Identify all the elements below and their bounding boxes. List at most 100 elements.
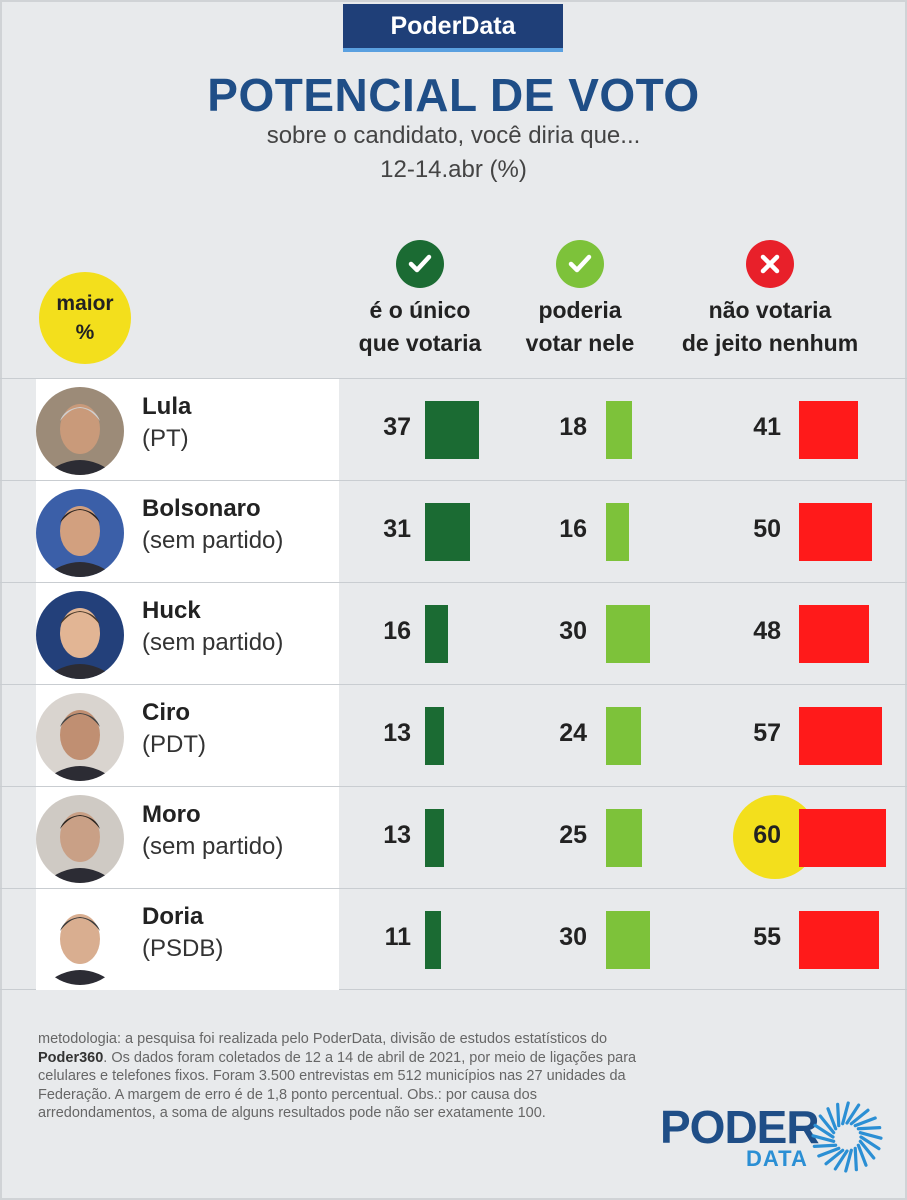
logo-ray bbox=[836, 1102, 841, 1128]
poderdata-logo: PODER DATA bbox=[660, 1100, 890, 1180]
logo-ray bbox=[858, 1139, 876, 1160]
logo-ray bbox=[849, 1108, 870, 1126]
column-header-label: votar nele bbox=[525, 330, 635, 357]
logo-ray bbox=[812, 1143, 838, 1148]
data-label: 37 bbox=[383, 413, 411, 441]
candidate-cell: Lula (PT) bbox=[36, 379, 339, 480]
bar bbox=[606, 401, 632, 459]
bar bbox=[425, 809, 444, 867]
data-label: 55 bbox=[753, 923, 781, 951]
bar bbox=[799, 401, 858, 459]
data-label: 41 bbox=[753, 413, 781, 441]
candidate-photo bbox=[36, 591, 124, 679]
data-label: 30 bbox=[559, 923, 587, 951]
bar bbox=[799, 707, 882, 765]
bar bbox=[606, 605, 650, 663]
bar bbox=[799, 911, 879, 969]
logo-ray bbox=[853, 1146, 858, 1172]
logo-ray bbox=[817, 1146, 841, 1158]
candidate-row: Huck (sem partido) 16 30 48 bbox=[0, 582, 907, 684]
logo-ray bbox=[859, 1135, 881, 1151]
maior-badge: maior % bbox=[39, 272, 131, 364]
candidate-party: (PDT) bbox=[142, 731, 206, 758]
data-label: 18 bbox=[559, 413, 587, 441]
column-header-label: é o único bbox=[369, 297, 471, 323]
bar bbox=[606, 911, 650, 969]
maior-badge-line1: maior bbox=[56, 291, 114, 315]
data-label: 24 bbox=[559, 719, 587, 747]
data-label: 11 bbox=[384, 923, 411, 951]
bar bbox=[425, 503, 470, 561]
footnote-text: . Os dados foram coletados de 12 a 14 de… bbox=[38, 1049, 637, 1122]
bar bbox=[425, 605, 448, 663]
bar bbox=[606, 503, 629, 561]
column-header-label: que votaria bbox=[358, 330, 482, 357]
methodology-footnote: metodologia: a pesquisa foi realizada pe… bbox=[38, 1030, 638, 1123]
chart-rows: Lula (PT) 37 18 41 Bolsonaro (sem partido) 31 16… bbox=[0, 378, 907, 990]
logo-ray bbox=[841, 1101, 850, 1126]
bar bbox=[425, 911, 441, 969]
candidate-row: Lula (PT) 37 18 41 bbox=[0, 378, 907, 480]
logo-ray bbox=[833, 1149, 849, 1171]
logo-ray bbox=[818, 1114, 836, 1135]
candidate-party: (sem partido) bbox=[142, 833, 284, 860]
column-header-label: poderia bbox=[538, 297, 622, 323]
data-label: 16 bbox=[383, 617, 411, 645]
bar bbox=[799, 809, 886, 867]
data-label: 13 bbox=[383, 821, 411, 849]
candidate-row: Bolsonaro (sem partido) 31 16 50 bbox=[0, 480, 907, 582]
data-label: 13 bbox=[383, 719, 411, 747]
candidate-party: (sem partido) bbox=[142, 527, 284, 554]
logo-ray bbox=[824, 1148, 845, 1166]
candidate-name: Ciro bbox=[142, 699, 190, 726]
x-icon bbox=[746, 240, 794, 288]
bar bbox=[606, 707, 641, 765]
candidate-party: (PSDB) bbox=[142, 935, 224, 962]
logo-ray bbox=[856, 1126, 882, 1131]
data-label: 30 bbox=[559, 617, 587, 645]
data-label: 60 bbox=[753, 821, 781, 849]
candidate-cell: Doria (PSDB) bbox=[36, 889, 339, 990]
candidate-cell: Bolsonaro (sem partido) bbox=[36, 481, 339, 582]
candidate-row: Moro (sem partido) 13 25 60 bbox=[0, 786, 907, 888]
logo-sub: DATA bbox=[746, 1146, 808, 1171]
bar bbox=[425, 707, 444, 765]
logo-ray bbox=[844, 1148, 853, 1173]
candidate-cell: Ciro (PDT) bbox=[36, 685, 339, 786]
logo-ray bbox=[858, 1131, 883, 1140]
candidate-photo bbox=[36, 897, 124, 985]
column-header-label: de jeito nenhum bbox=[681, 330, 859, 357]
chart-period: 12-14.abr (%) bbox=[380, 156, 527, 183]
candidate-name: Doria bbox=[142, 903, 204, 930]
candidate-row: Doria (PSDB) 11 30 55 bbox=[0, 888, 907, 990]
logo-ray bbox=[845, 1103, 861, 1125]
column-header-could-vote: poderia votar nele bbox=[490, 240, 670, 361]
chart-title: POTENCIAL DE VOTO bbox=[207, 69, 700, 121]
check-icon bbox=[556, 240, 604, 288]
logo-ray bbox=[856, 1143, 868, 1167]
logo-ray bbox=[826, 1107, 838, 1131]
candidate-party: (sem partido) bbox=[142, 629, 284, 656]
check-icon bbox=[396, 240, 444, 288]
candidate-cell: Huck (sem partido) bbox=[36, 583, 339, 684]
bar bbox=[799, 503, 872, 561]
candidate-name: Bolsonaro bbox=[142, 495, 261, 522]
candidate-photo bbox=[36, 795, 124, 883]
logo-ray bbox=[811, 1134, 836, 1143]
candidate-photo bbox=[36, 693, 124, 781]
bar bbox=[425, 401, 479, 459]
footnote-bold: Poder360 bbox=[38, 1049, 104, 1066]
footnote-text: metodologia: a pesquisa foi realizada pe… bbox=[38, 1031, 608, 1047]
brand-tab: PoderData bbox=[343, 4, 563, 52]
bar bbox=[606, 809, 642, 867]
logo-ray bbox=[853, 1116, 877, 1128]
candidate-row: Ciro (PDT) 13 24 57 bbox=[0, 684, 907, 786]
column-header-would-not-vote: não votaria de jeito nenhum bbox=[660, 240, 880, 361]
logo-ray bbox=[813, 1123, 835, 1139]
maior-badge-line2: % bbox=[75, 321, 95, 344]
candidate-party: (PT) bbox=[142, 425, 189, 452]
logo-word: PODER bbox=[660, 1101, 820, 1153]
data-label: 31 bbox=[383, 515, 411, 543]
column-header-only-vote: é o único que votaria bbox=[320, 240, 520, 361]
